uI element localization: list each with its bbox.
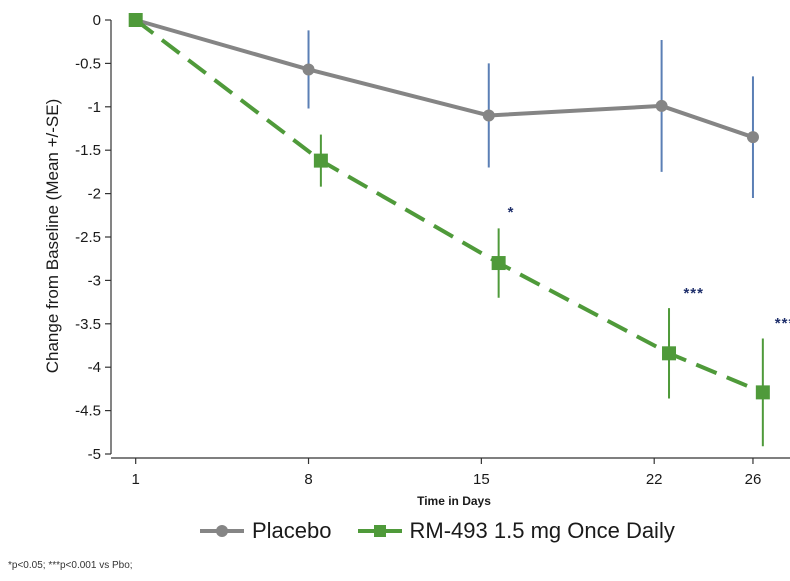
y-tick-label: -3.5 [75,316,101,333]
x-tick-label: 1 [132,471,140,488]
series-line-placebo [135,18,754,140]
series-layer [128,13,770,447]
legend-label-rm493: RM-493 1.5 mg Once Daily [409,518,675,543]
marker-rm493 [313,153,328,168]
y-tick-label: -4 [88,359,101,376]
x-tick-label: 26 [745,471,762,488]
y-tick-label: -2.5 [75,229,101,246]
marker-placebo [746,131,759,144]
legend: Placebo RM-493 1.5 mg Once Daily [200,518,701,544]
x-tick-label: 8 [304,471,312,488]
footnote: *p<0.05; ***p<0.001 vs Pbo; [8,560,133,571]
significance-marker: * [508,204,515,221]
chart: 0-0.5-1-1.5-2-2.5-3-3.5-4-4.5-51 8 15 22 26 … [43,12,790,508]
marker-placebo [302,63,315,76]
marker-placebo [655,99,668,112]
legend-label-placebo: Placebo [252,518,332,543]
legend-item-rm493: RM-493 1.5 mg Once Daily [357,518,675,544]
y-tick-label: 0 [93,12,101,29]
marker-rm493 [662,346,677,361]
y-tick-label: -3 [88,272,101,289]
significance-marker: *** [775,315,790,332]
legend-swatch-placebo [200,525,244,537]
legend-swatch-rm493 [357,525,402,537]
x-tick-label: 15 [473,471,490,488]
y-axis-label: Change from Baseline (Mean +/-SE) [43,99,62,374]
legend-item-placebo: Placebo [200,518,332,544]
y-tick-label: -1 [88,99,101,116]
marker-rm493 [128,13,143,27]
y-tick-label: -4.5 [75,403,101,420]
y-tick-label: -1.5 [75,142,101,159]
axes: 0 -0.5 -1 -1.5 -2 -2.5 -3 -3.5 -4 -4.5 -5 1 8 15 22 26 [75,12,790,488]
marker-placebo [482,109,495,122]
y-tick-label: -5 [88,446,101,463]
annotations: ******* [508,204,790,332]
y-tick-label: -2 [88,186,101,203]
significance-marker: *** [683,285,704,302]
x-axis-label: Time in Days [417,494,491,508]
marker-rm493 [491,256,506,271]
y-tick-label: -0.5 [75,55,101,72]
marker-rm493 [755,385,770,400]
x-tick-label: 22 [646,471,663,488]
